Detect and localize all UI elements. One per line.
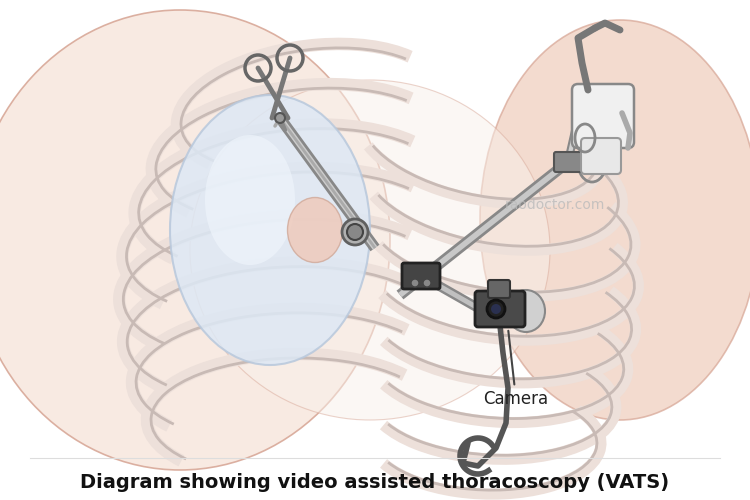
Ellipse shape	[170, 95, 370, 365]
Text: Camera: Camera	[484, 331, 548, 408]
FancyBboxPatch shape	[554, 152, 586, 172]
Circle shape	[275, 113, 285, 123]
Circle shape	[491, 304, 501, 314]
Ellipse shape	[507, 290, 545, 332]
Ellipse shape	[190, 80, 550, 420]
FancyBboxPatch shape	[475, 291, 525, 327]
Ellipse shape	[0, 10, 390, 470]
FancyBboxPatch shape	[572, 84, 634, 148]
Ellipse shape	[205, 135, 295, 265]
Ellipse shape	[480, 20, 750, 420]
Text: raodoctor.com: raodoctor.com	[505, 198, 605, 212]
FancyBboxPatch shape	[402, 263, 440, 289]
FancyBboxPatch shape	[581, 138, 621, 174]
Circle shape	[342, 219, 368, 245]
FancyBboxPatch shape	[488, 280, 510, 298]
Circle shape	[347, 224, 363, 240]
Circle shape	[411, 279, 419, 287]
Text: Diagram showing video assisted thoracoscopy (VATS): Diagram showing video assisted thoracosc…	[80, 472, 670, 492]
Circle shape	[423, 279, 431, 287]
Circle shape	[487, 300, 505, 318]
Ellipse shape	[287, 198, 343, 262]
